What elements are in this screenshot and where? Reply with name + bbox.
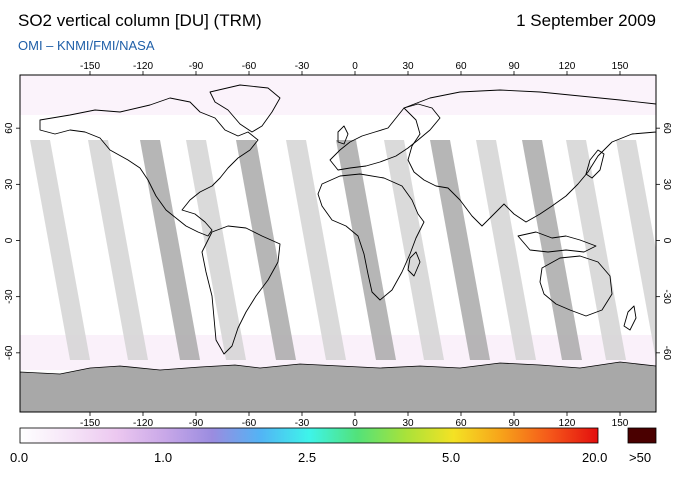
orbit-gap-band bbox=[30, 140, 90, 360]
lon-label-bottom: 30 bbox=[402, 418, 414, 429]
lon-label-top: -30 bbox=[295, 61, 310, 72]
africa-outline bbox=[317, 173, 425, 301]
lon-label-top: -120 bbox=[133, 61, 153, 72]
lat-label-left: 30 bbox=[4, 178, 15, 190]
latitude-labels-left: 60 30 0 -30 -60 bbox=[4, 122, 20, 360]
japan-outline bbox=[585, 149, 605, 179]
orbit-gap-band bbox=[476, 140, 536, 360]
lon-label-bottom: -90 bbox=[189, 418, 204, 429]
lon-label-bottom: -150 bbox=[80, 418, 100, 429]
orbit-gap-band bbox=[522, 140, 582, 360]
colorbar-overflow-label: >50 bbox=[629, 450, 652, 465]
lon-label-bottom: -30 bbox=[295, 418, 310, 429]
lon-label-top: 60 bbox=[455, 61, 467, 72]
colorbar-label-3: 5.0 bbox=[442, 450, 461, 465]
europe-outline bbox=[329, 103, 441, 171]
lon-label-top: -90 bbox=[189, 61, 204, 72]
orbit-gap-band bbox=[430, 140, 490, 360]
lat-label-right: 30 bbox=[661, 179, 672, 191]
map-content bbox=[20, 75, 656, 412]
map-date: 1 September 2009 bbox=[516, 11, 656, 30]
coastlines bbox=[39, 84, 656, 355]
lat-label-right: 60 bbox=[661, 123, 672, 135]
lon-label-top: -150 bbox=[80, 61, 100, 72]
lon-label-bottom: -60 bbox=[242, 418, 257, 429]
longitude-labels-top: -150 -120 -90 -60 -30 0 30 60 90 120 150 bbox=[80, 61, 629, 75]
north-america-outline bbox=[39, 97, 259, 237]
lon-label-top: 120 bbox=[559, 61, 576, 72]
lon-label-top: 30 bbox=[402, 61, 414, 72]
lon-label-bottom: 0 bbox=[352, 418, 358, 429]
lon-label-bottom: 120 bbox=[559, 418, 576, 429]
lon-label-bottom: 60 bbox=[455, 418, 467, 429]
lon-label-bottom: 90 bbox=[508, 418, 520, 429]
orbit-gap-band bbox=[186, 140, 246, 360]
lat-label-right: -30 bbox=[661, 289, 672, 304]
colorbar-label-4: 20.0 bbox=[582, 450, 608, 465]
south-america-outline bbox=[201, 225, 281, 355]
orbit-gap-band bbox=[236, 140, 296, 360]
orbit-gap-band bbox=[88, 140, 148, 360]
lat-label-left: 0 bbox=[4, 237, 15, 243]
lat-label-left: -30 bbox=[4, 289, 15, 304]
lat-label-left: 60 bbox=[4, 122, 15, 134]
colorbar-label-2: 2.5 bbox=[298, 450, 317, 465]
antarctica-landmass bbox=[20, 361, 656, 412]
lat-label-left: -60 bbox=[4, 345, 15, 360]
orbit-gap-band bbox=[566, 140, 626, 360]
orbit-gap-band bbox=[336, 140, 396, 360]
lat-label-right: 0 bbox=[661, 238, 672, 244]
lon-label-top: -60 bbox=[242, 61, 257, 72]
map-title: SO2 vertical column [DU] (TRM) bbox=[18, 11, 262, 30]
colorbar-label-1: 1.0 bbox=[154, 450, 173, 465]
lon-label-top: 150 bbox=[612, 61, 629, 72]
orbit-gap-band bbox=[286, 140, 346, 360]
colorbar bbox=[19, 427, 599, 444]
greenland-outline bbox=[209, 84, 281, 133]
arctic-noise bbox=[20, 75, 656, 115]
longitude-labels-bottom: -150 -120 -90 -60 -30 0 30 60 90 120 150 bbox=[80, 412, 629, 429]
latitude-labels-right: 60 30 0 -30 -60 bbox=[656, 123, 672, 361]
colorbar-overflow-swatch bbox=[627, 427, 657, 444]
australia-outline bbox=[539, 255, 613, 317]
uk-outline bbox=[337, 125, 349, 145]
madagascar-outline bbox=[407, 251, 421, 277]
orbit-gap-band bbox=[384, 140, 444, 360]
lon-label-bottom: -120 bbox=[133, 418, 153, 429]
lon-label-top: 0 bbox=[352, 61, 358, 72]
asia-outline bbox=[403, 89, 656, 227]
data-credit: OMI – KNMI/FMI/NASA bbox=[18, 38, 155, 53]
indonesia-outline bbox=[517, 231, 597, 253]
orbit-gap-band bbox=[616, 140, 656, 360]
lon-label-top: 90 bbox=[508, 61, 520, 72]
lat-label-right: -60 bbox=[661, 346, 672, 361]
colorbar-label-0: 0.0 bbox=[10, 450, 29, 465]
new-zealand-outline bbox=[623, 305, 637, 331]
lon-label-bottom: 150 bbox=[612, 418, 629, 429]
map-frame bbox=[19, 74, 657, 413]
